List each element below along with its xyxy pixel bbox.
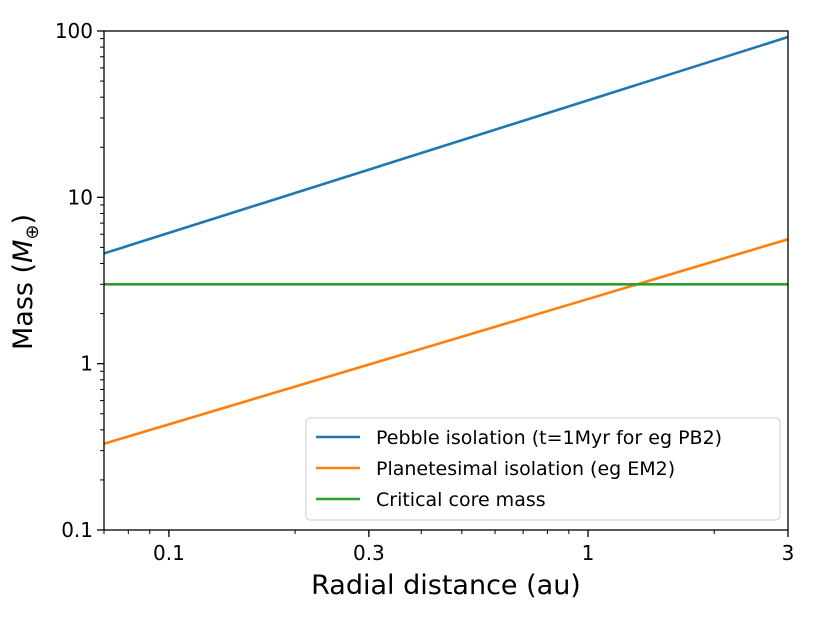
y-tick-label: 1 xyxy=(80,352,93,376)
series-line-2 xyxy=(104,237,788,445)
series-layer xyxy=(104,35,788,445)
x-tick-label: 0.1 xyxy=(153,541,185,565)
x-tick-label: 1 xyxy=(582,541,595,565)
legend-label-1: Pebble isolation (t=1Myr for eg PB2) xyxy=(376,427,722,449)
legend: Pebble isolation (t=1Myr for eg PB2) Plan… xyxy=(305,417,781,521)
y-axis-label: Mass (M⊕) xyxy=(8,214,43,350)
y-axis-label-suffix: ) xyxy=(8,214,39,225)
axes-frame xyxy=(103,30,789,531)
axes-layer xyxy=(103,30,789,531)
y-axis-label-subscript: ⊕ xyxy=(22,225,43,240)
y-tick-label: 10 xyxy=(68,185,93,209)
y-tick-label: 0.1 xyxy=(61,518,93,542)
x-tick-label: 3 xyxy=(782,541,795,565)
x-tick-label: 0.3 xyxy=(353,541,385,565)
legend-label-2: Planetesimal isolation (eg EM2) xyxy=(376,458,675,480)
series-line-1 xyxy=(104,35,788,255)
legend-label-3: Critical core mass xyxy=(376,489,546,511)
legend-box xyxy=(305,417,781,521)
y-axis-label-prefix: Mass ( xyxy=(8,263,39,350)
y-tick-label: 100 xyxy=(55,19,93,43)
y-axis-label-symbol: M xyxy=(8,240,39,263)
x-axis-label: Radial distance (au) xyxy=(311,570,581,601)
ticks-layer: 0.1 0.3 1 3 0.1 1 10 100 xyxy=(55,19,795,565)
